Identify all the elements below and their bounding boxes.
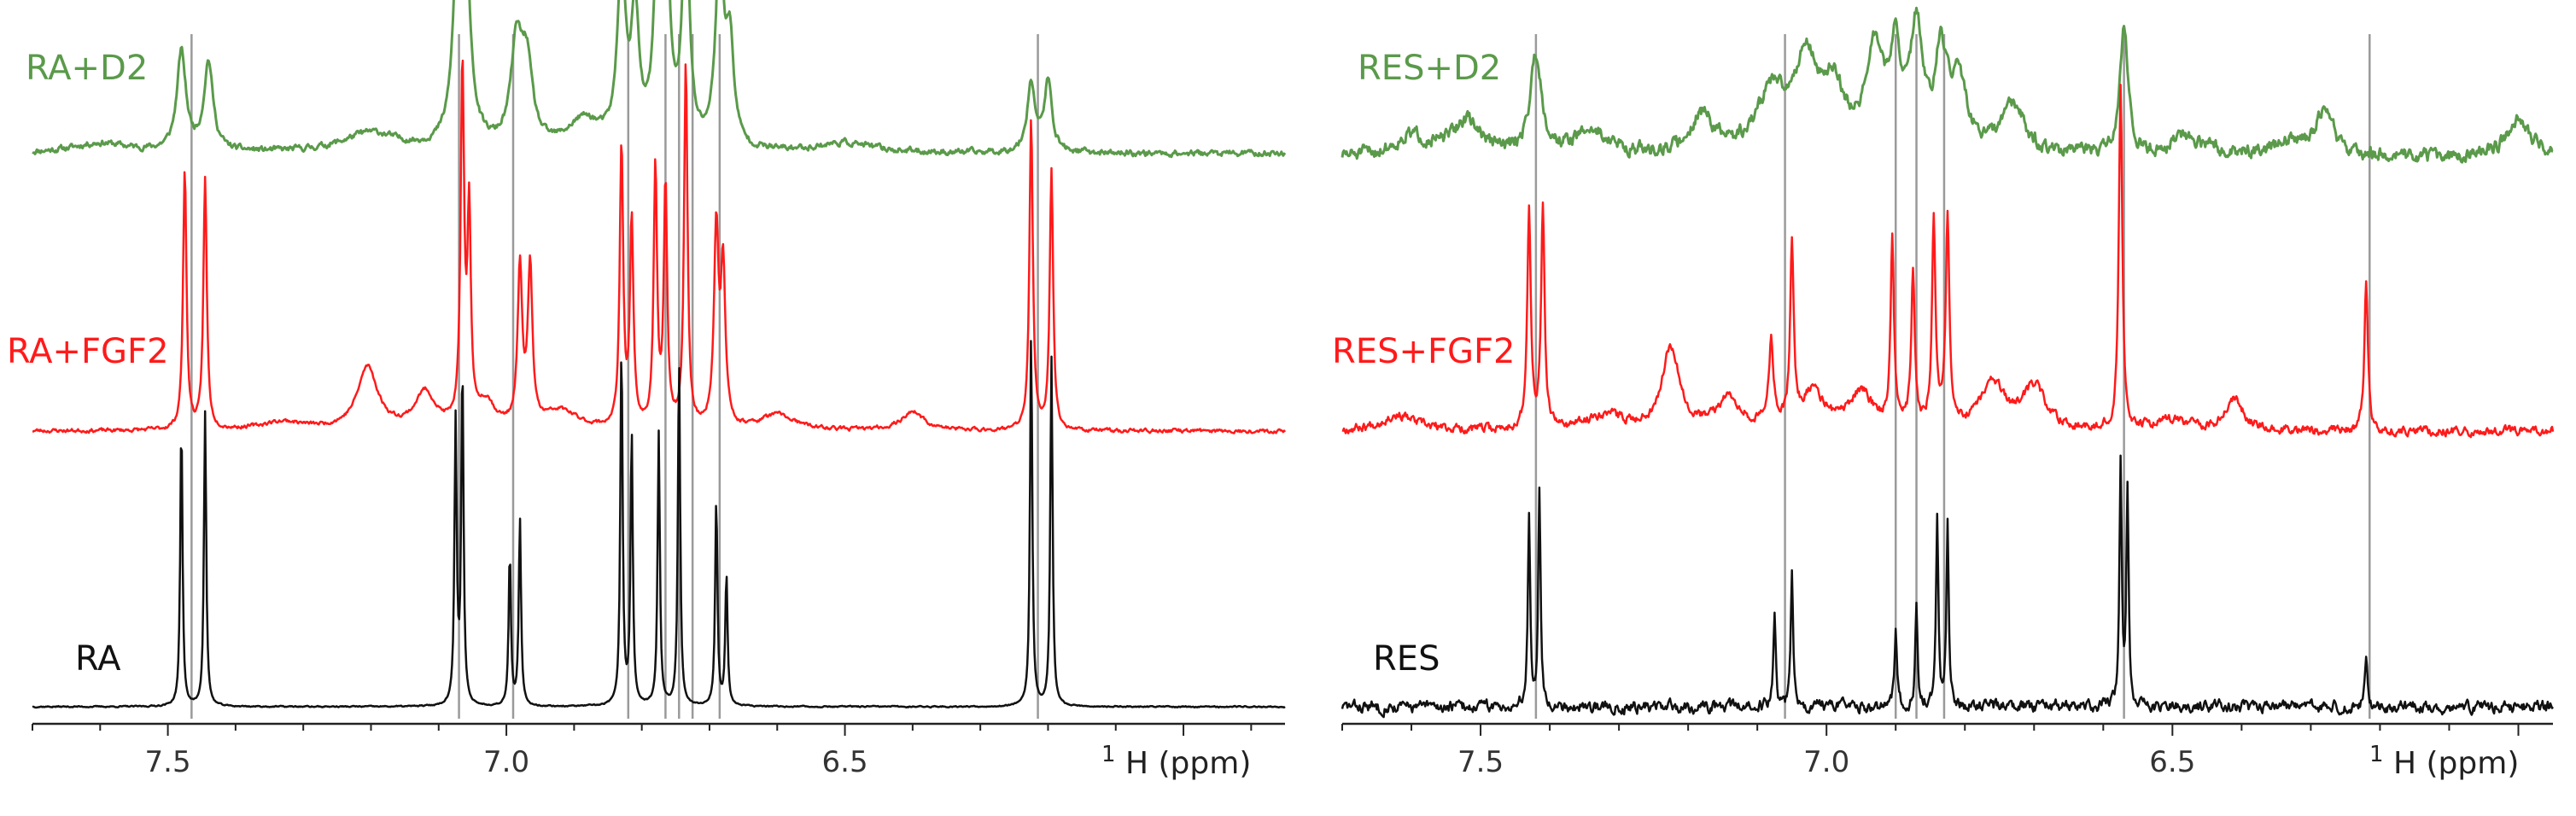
right-series-label-res-d2: RES+D2	[1358, 49, 1501, 88]
left-guide-lines	[190, 34, 1039, 719]
right-x-axis-label-superscript: 1	[2369, 742, 2384, 767]
left-series-labels: RA+D2 RA+FGF2 RA	[7, 49, 169, 679]
right-spectrum-panel: 7.5 7.0 6.5 RES+D2 RES+FGF2 RES 1 H (ppm)	[1332, 6, 2555, 781]
left-x-ticks: 7.5 7.0 6.5	[32, 724, 1253, 779]
left-x-axis-label: 1 H (ppm)	[1101, 734, 1251, 781]
right-tick-label-1: 7.0	[1803, 745, 1849, 779]
left-tick-label-1: 7.0	[483, 745, 529, 779]
left-x-axis-label-superscript: 1	[1101, 742, 1116, 767]
right-x-ticks: 7.5 7.0 6.5	[1341, 724, 2520, 779]
right-spectrum-res	[1341, 454, 2554, 719]
left-spectrum-ra	[32, 340, 1286, 709]
left-series-label-ra-fgf2: RA+FGF2	[7, 332, 169, 371]
left-series-label-ra: RA	[75, 639, 121, 679]
left-tick-label-2: 6.5	[822, 745, 868, 779]
left-spectrum-ra-fgf2	[32, 59, 1287, 434]
right-x-axis-label-text: H (ppm)	[2393, 746, 2519, 781]
right-tick-label-0: 7.5	[1457, 745, 1504, 779]
left-spectra	[32, 0, 1287, 709]
right-x-axis-label: 1 H (ppm)	[2369, 734, 2519, 781]
left-spectrum-panel: 7.5 7.0 6.5 RA+D2 RA+FGF2 RA 1 H (ppm)	[7, 0, 1287, 781]
left-series-label-ra-d2: RA+D2	[26, 49, 148, 88]
left-tick-label-0: 7.5	[145, 745, 191, 779]
right-series-label-res: RES	[1373, 639, 1440, 679]
right-spectra	[1341, 6, 2555, 719]
right-tick-label-2: 6.5	[2149, 745, 2195, 779]
right-series-labels: RES+D2 RES+FGF2 RES	[1332, 49, 1515, 679]
right-series-label-res-fgf2: RES+FGF2	[1332, 332, 1515, 371]
left-x-axis-label-text: H (ppm)	[1125, 746, 1251, 781]
right-spectrum-res-d2	[1341, 6, 2554, 164]
left-spectrum-ra-d2	[32, 0, 1287, 159]
right-spectrum-res-fgf2	[1341, 84, 2555, 439]
